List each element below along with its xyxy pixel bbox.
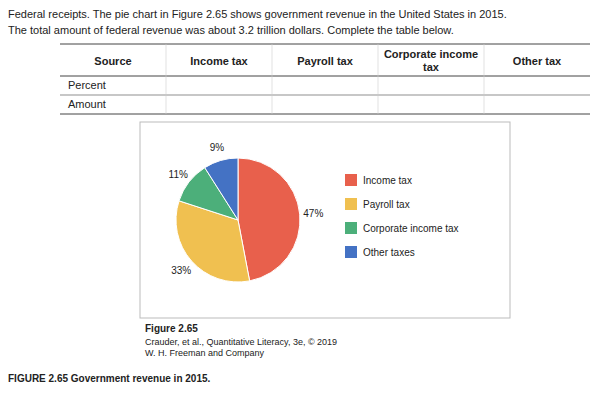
table-header: Corporate incometax xyxy=(384,48,478,73)
legend-swatch xyxy=(345,174,357,186)
pie-slice xyxy=(205,158,238,220)
legend-swatch xyxy=(345,246,357,258)
data-label: 11% xyxy=(169,169,188,180)
table-header: Source xyxy=(94,55,131,67)
legend-entry: Income tax xyxy=(363,175,412,186)
table-header: Other tax xyxy=(513,55,562,67)
legend-swatch xyxy=(345,222,357,234)
data-label: 9% xyxy=(210,142,225,153)
legend-entry: Payroll tax xyxy=(363,199,410,210)
table-row-label: Amount xyxy=(68,98,106,110)
subtitle: The total amount of federal revenue was … xyxy=(8,24,454,36)
table-header-line: tax xyxy=(423,61,440,73)
table-rule xyxy=(60,95,590,96)
data-label: 33% xyxy=(171,265,191,276)
table-divider xyxy=(484,44,485,114)
table-divider xyxy=(378,44,379,114)
legend-swatch xyxy=(345,198,357,210)
caption: Figure 2.65 xyxy=(145,323,198,334)
table-header-line: Payroll tax xyxy=(297,55,354,67)
table-header: Income tax xyxy=(190,55,248,67)
legend-entry: Corporate income tax xyxy=(363,223,459,234)
data-label: 47% xyxy=(303,208,323,219)
table-header: Payroll tax xyxy=(297,55,354,67)
table-rule xyxy=(60,44,590,45)
credit: W. H. Freeman and Company xyxy=(145,348,265,358)
credit: Crauder, et al., Quantitative Literacy, … xyxy=(145,337,337,347)
legend-entry: Other taxes xyxy=(363,247,415,258)
table-header-line: Corporate income xyxy=(384,48,478,60)
pie xyxy=(176,158,300,282)
table-divider xyxy=(272,44,273,114)
table-row-label: Percent xyxy=(68,79,106,91)
figure-box xyxy=(140,122,510,318)
table-header-line: Other tax xyxy=(513,55,562,67)
table-header-line: Source xyxy=(94,55,131,67)
table-divider xyxy=(166,44,167,114)
table-rule xyxy=(60,76,590,77)
table-header-line: Income tax xyxy=(190,55,248,67)
chart: Federal receipts. The pie chart in Figur… xyxy=(0,0,616,394)
figure-label: FIGURE 2.65 Government revenue in 2015. xyxy=(8,373,211,384)
pie-slice xyxy=(238,158,300,281)
table-rule xyxy=(60,114,590,115)
title: Federal receipts. The pie chart in Figur… xyxy=(8,8,507,20)
